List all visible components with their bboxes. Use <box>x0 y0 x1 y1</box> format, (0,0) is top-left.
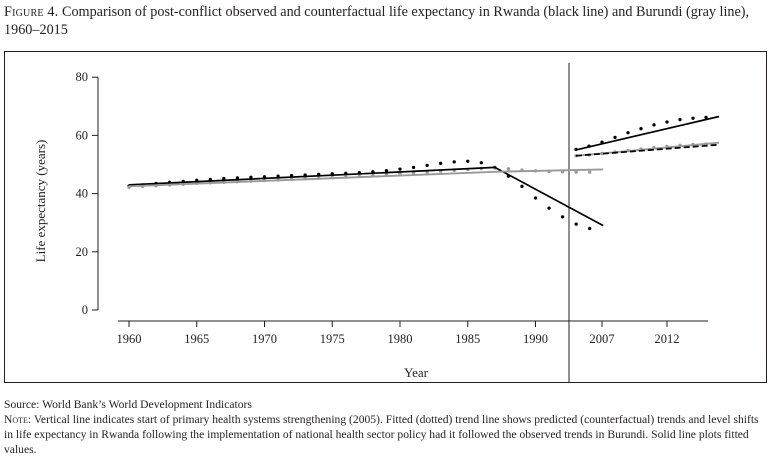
y-tick-label: 20 <box>76 245 89 259</box>
x-tick-label: 2012 <box>655 332 680 346</box>
rwanda_observed-point <box>384 168 389 173</box>
x-tick-label: 1965 <box>184 332 209 346</box>
y-tick-label: 80 <box>76 70 89 84</box>
rwanda_observed-point <box>626 131 630 135</box>
rwanda_observed-point <box>560 215 565 219</box>
rwanda_observed-point <box>398 167 402 171</box>
burundi_observed-point <box>574 170 578 174</box>
rwanda_observed-point <box>479 161 483 165</box>
rwanda_observed-point <box>533 196 538 200</box>
x-tick-label: 2007 <box>590 332 615 346</box>
rwanda_observed-point <box>439 161 443 165</box>
caption-text: Comparison of post-conflict observed and… <box>4 4 750 38</box>
note-label: Note: <box>4 413 32 426</box>
x-tick-label: 1975 <box>320 332 345 346</box>
note-body: Vertical line indicates start of primary… <box>4 413 759 456</box>
rwanda_observed-point <box>639 127 643 131</box>
figure-label: Figure 4. <box>4 4 59 20</box>
rwanda_observed-point <box>547 206 551 210</box>
rwanda_observed-point <box>652 123 656 127</box>
burundi_fitted-line <box>128 168 604 188</box>
y-tick-label: 60 <box>76 128 89 142</box>
x-axis-label: Year <box>404 365 429 380</box>
figure-caption: Figure 4. Comparison of post-conflict ob… <box>4 3 764 39</box>
x-tick-label: 1990 <box>523 332 548 346</box>
rwanda_observed-point <box>665 120 669 124</box>
plot-frame <box>4 51 767 383</box>
burundi_observed-point <box>588 170 592 174</box>
rwanda_observed-point <box>613 135 617 140</box>
rwanda_observed-point <box>249 175 253 179</box>
rwanda_observed-point <box>678 118 682 122</box>
y-axis-label: Life expectancy (years) <box>33 140 48 263</box>
x-tick-label: 1985 <box>455 332 480 346</box>
rwanda_observed-point <box>466 159 470 163</box>
rwanda_observed-point <box>222 176 226 181</box>
rwanda_observed-point <box>704 115 708 120</box>
x-tick-label: 1980 <box>388 332 413 346</box>
rwanda_observed-point <box>425 163 429 168</box>
axes: 0 20 40 60 80 1960 1965 1970 1975 1980 1985 1990 200… <box>76 63 708 383</box>
rwanda_observed-point <box>452 160 456 164</box>
rwanda_observed-point <box>691 116 695 120</box>
y-tick-label: 40 <box>76 187 89 201</box>
rwanda_observed-point <box>411 165 416 170</box>
rwanda_observed-point <box>235 176 240 180</box>
counterfactual_fitted-line <box>575 143 720 157</box>
source-text: Source: World Bank’s World Development I… <box>4 398 252 411</box>
figure-footer: Source: World Bank’s World Development I… <box>4 397 769 457</box>
rwanda_observed-point <box>520 184 524 188</box>
chart-marks <box>127 115 720 231</box>
note-text: Note: Vertical line indicates start of p… <box>4 412 769 457</box>
x-tick-label: 1960 <box>117 332 142 346</box>
x-tick-label: 1970 <box>252 332 277 346</box>
rwanda_fitted-line <box>128 166 604 227</box>
rwanda_fitted-line <box>575 115 720 151</box>
burundi_observed-point <box>506 167 511 171</box>
y-tick-label: 0 <box>82 303 88 317</box>
rwanda_observed-point <box>588 226 592 231</box>
rwanda_observed-point <box>574 222 578 226</box>
